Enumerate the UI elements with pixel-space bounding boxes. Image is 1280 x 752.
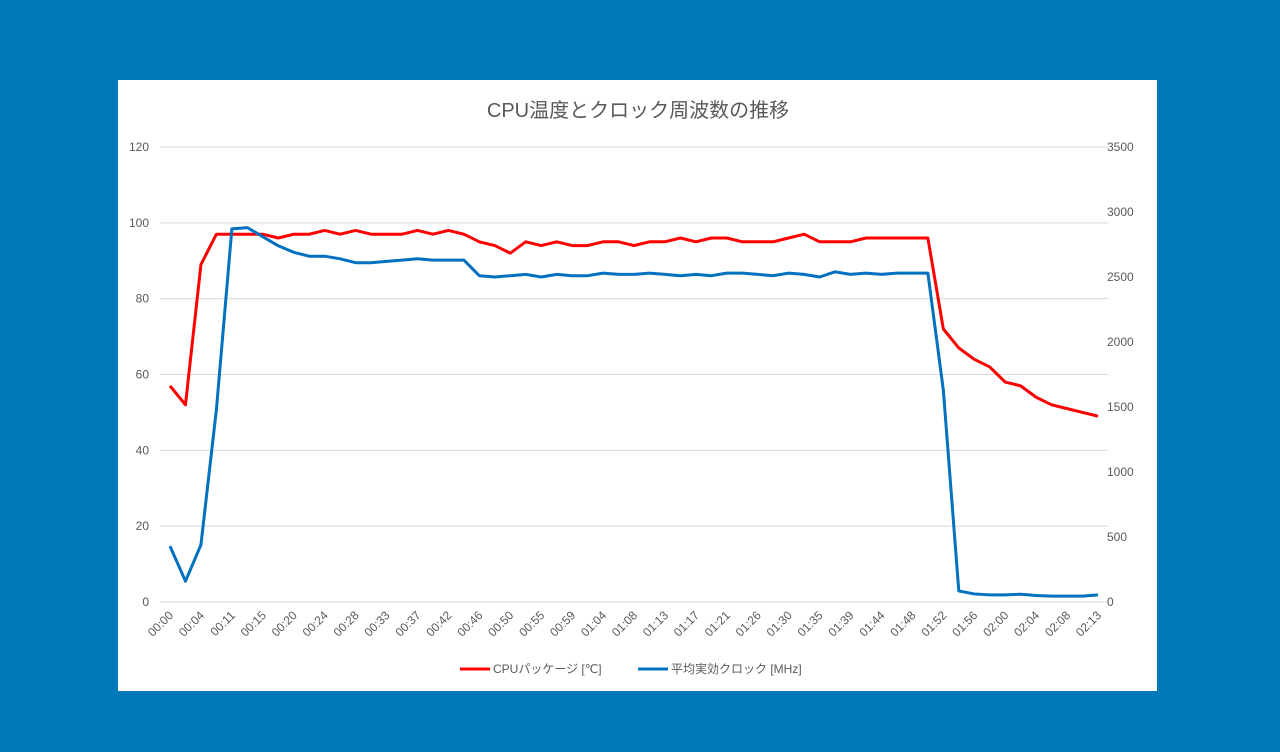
series-line-cpu-package <box>168 228 1099 418</box>
legend-label-avg-clock: 平均実効クロック [MHz] <box>671 661 802 676</box>
y-left-tick-label: 80 <box>136 292 150 306</box>
x-tick-label: 01:52 <box>918 608 949 639</box>
x-tick-label: 00:37 <box>392 608 423 639</box>
x-tick-label: 01:56 <box>949 608 980 639</box>
legend: CPUパッケージ [℃] 平均実効クロック [MHz] <box>460 661 802 676</box>
x-tick-label: 02:04 <box>1011 608 1042 639</box>
x-tick-label: 01:13 <box>640 608 671 639</box>
chart-card: CPU温度とクロック周波数の推移 0 20 40 60 80 100 120 0 500 1000… <box>118 80 1157 691</box>
x-tick-label: 01:39 <box>826 608 857 639</box>
x-tick-label: 00:28 <box>331 608 362 639</box>
x-tick-label: 00:59 <box>547 608 578 639</box>
x-tick-label: 00:55 <box>516 608 547 639</box>
y-left-tick-label: 40 <box>136 443 150 457</box>
x-tick-label: 01:30 <box>764 608 795 639</box>
series-line-avg-clock <box>168 226 1099 598</box>
chart-title: CPU温度とクロック周波数の推移 <box>487 99 789 122</box>
x-tick-label: 01:26 <box>733 608 764 639</box>
x-tick-label: 02:00 <box>980 608 1011 639</box>
x-tick-label: 01:17 <box>671 608 702 639</box>
x-tick-label: 00:15 <box>238 608 269 639</box>
x-tick-label: 00:11 <box>207 608 238 639</box>
x-tick-label: 00:20 <box>269 608 300 639</box>
y-left-tick-label: 120 <box>129 140 149 154</box>
x-tick-label: 00:50 <box>485 608 516 639</box>
y-right-tick-label: 2000 <box>1107 335 1134 349</box>
legend-label-cpu-package: CPUパッケージ [℃] <box>493 662 602 676</box>
x-tick-label: 01:04 <box>578 608 609 639</box>
y-left-tick-label: 100 <box>129 216 149 230</box>
y-left-tick-label: 0 <box>142 595 149 609</box>
x-tick-label: 00:00 <box>145 608 176 639</box>
x-tick-label: 01:08 <box>609 608 640 639</box>
y-right-tick-label: 0 <box>1107 595 1114 609</box>
x-tick-label: 00:04 <box>176 608 207 639</box>
x-tick-label: 00:42 <box>423 608 454 639</box>
y-right-tick-label: 500 <box>1107 530 1127 544</box>
x-tick-label: 02:13 <box>1073 608 1104 639</box>
x-tick-label: 00:24 <box>300 608 331 639</box>
y-right-tick-label: 1000 <box>1107 465 1134 479</box>
x-tick-label: 02:08 <box>1042 608 1073 639</box>
x-tick-label: 00:46 <box>454 608 485 639</box>
y-right-tick-label: 2500 <box>1107 270 1134 284</box>
y-left-tick-label: 20 <box>136 519 150 533</box>
line-chart: CPU温度とクロック周波数の推移 0 20 40 60 80 100 120 0 500 1000… <box>129 99 1134 676</box>
y-right-tick-label: 1500 <box>1107 400 1134 414</box>
x-tick-label: 00:33 <box>362 608 393 639</box>
y-left-tick-label: 60 <box>136 368 150 382</box>
x-tick-label: 01:35 <box>795 608 826 639</box>
x-tick-label: 01:48 <box>887 608 918 639</box>
x-tick-label: 01:44 <box>856 608 887 639</box>
y-right-tick-label: 3500 <box>1107 140 1134 154</box>
x-tick-label: 01:21 <box>702 608 733 639</box>
y-right-tick-label: 3000 <box>1107 205 1134 219</box>
